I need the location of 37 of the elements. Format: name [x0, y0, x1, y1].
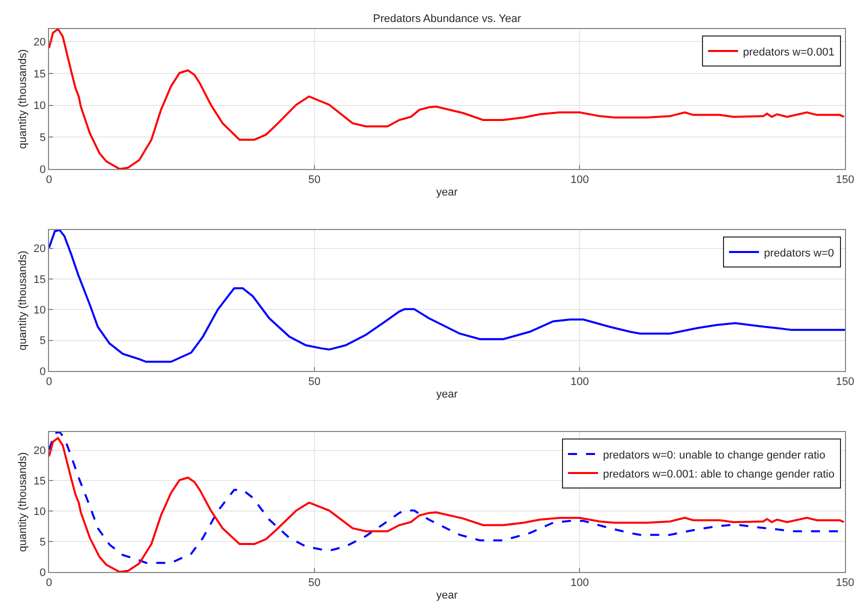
y-tick-label: 0: [40, 566, 46, 579]
legend-label: predators w=0: unable to change gender ratio: [603, 449, 826, 462]
x-tick-label: 100: [570, 376, 589, 388]
y-axis-title: quantity (thousands): [17, 452, 30, 552]
x-tick-label: 150: [836, 376, 854, 388]
x-axis-title: year: [436, 589, 458, 602]
x-tick-label: 150: [836, 577, 854, 590]
x-tick-label: 150: [836, 174, 854, 186]
line-series: [49, 29, 845, 169]
legend-label: predators w=0.001: able to change gender ratio: [603, 468, 834, 480]
x-tick-label: 100: [570, 577, 589, 590]
x-tick-label: 100: [570, 174, 589, 186]
y-tick-label: 10: [34, 506, 46, 518]
chart-title: Predators Abundance vs. Year: [373, 13, 522, 25]
y-tick-label: 5: [40, 132, 46, 144]
y-tick-label: 15: [34, 68, 46, 80]
x-axis-title: year: [436, 186, 458, 198]
y-tick-label: 10: [34, 304, 46, 317]
y-tick-label: 15: [34, 476, 46, 488]
x-tick-label: 50: [308, 174, 320, 186]
y-tick-label: 5: [40, 335, 46, 348]
y-axis-title: quantity (thousands): [17, 250, 30, 350]
y-axis-title: quantity (thousands): [17, 49, 30, 149]
y-tick-label: 10: [34, 100, 46, 112]
y-tick-label: 0: [40, 164, 46, 176]
y-tick-label: 20: [34, 36, 46, 49]
y-tick-label: 0: [40, 366, 46, 378]
y-tick-label: 15: [34, 274, 46, 286]
legend-label: predators w=0: [764, 247, 834, 260]
legend-label: predators w=0.001: [743, 46, 834, 58]
x-tick-label: 50: [308, 376, 320, 388]
y-tick-label: 20: [34, 243, 46, 256]
y-tick-label: 20: [34, 445, 46, 458]
line-series: [49, 230, 845, 363]
x-axis-title: year: [436, 388, 458, 400]
y-tick-label: 5: [40, 536, 46, 548]
x-tick-label: 50: [308, 577, 320, 590]
